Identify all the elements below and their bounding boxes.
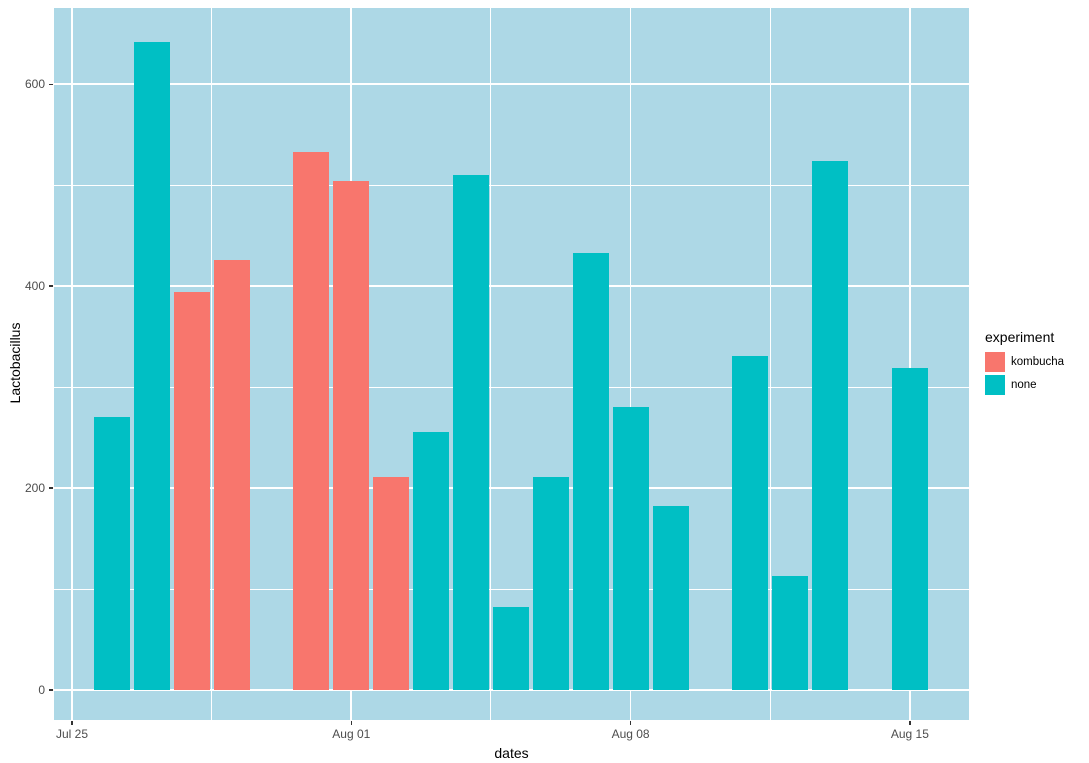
legend-swatch-kombucha	[985, 352, 1005, 372]
bar-aug01	[333, 181, 370, 690]
legend-label: none	[1011, 379, 1037, 391]
gridline-major-v	[71, 8, 73, 720]
bar-aug06	[532, 477, 569, 690]
x-tick-label: Aug 01	[332, 727, 371, 741]
x-tick-mark	[629, 721, 632, 725]
gridline-minor-h	[54, 386, 969, 388]
bar-aug15	[891, 368, 928, 690]
bar-aug13	[812, 161, 849, 690]
gridline-minor-h	[54, 184, 969, 186]
y-tick-mark	[49, 285, 53, 287]
bar-jul31	[293, 151, 330, 690]
gridline-major-v	[909, 8, 911, 720]
legend-entries: kombucha none	[985, 352, 1064, 395]
x-axis-title: dates	[494, 745, 529, 761]
gridline-minor-v	[490, 8, 492, 720]
y-tick-mark	[49, 487, 53, 489]
y-tick-mark	[49, 689, 53, 691]
legend-swatch-none	[985, 375, 1005, 395]
legend-label: kombucha	[1011, 356, 1065, 368]
gridline-major-h	[54, 487, 969, 489]
x-tick-mark	[909, 721, 911, 725]
legend-title: experiment	[985, 329, 1055, 345]
bar-aug08	[612, 407, 649, 690]
bar-aug04	[453, 175, 489, 690]
legend-entry: kombucha	[985, 352, 1064, 372]
bar-aug11	[732, 355, 769, 690]
x-tick-label: Jul 25	[55, 727, 89, 741]
gridline-minor-h	[54, 588, 969, 590]
bar-aug02	[373, 477, 410, 690]
y-tick-label: 400	[24, 279, 45, 294]
y-tick-label: 600	[24, 77, 45, 92]
gridline-major-v	[629, 8, 632, 720]
bar-jul27	[133, 41, 170, 690]
bar-aug12	[772, 575, 809, 690]
bar-aug05	[492, 607, 529, 690]
bar-jul28	[173, 292, 210, 690]
legend-entry: none	[985, 375, 1064, 395]
y-tick-mark	[49, 83, 53, 85]
x-tick-label: Aug 15	[890, 727, 929, 741]
gridline-major-h	[54, 83, 969, 86]
bar-aug07	[572, 252, 609, 690]
bar-jul26	[93, 417, 130, 690]
gridline-minor-v	[769, 8, 771, 720]
bar-jul29	[213, 260, 250, 690]
y-tick-label: 200	[24, 481, 45, 496]
plot-panel	[54, 8, 969, 720]
x-tick-mark	[71, 721, 73, 725]
y-axis-title: Lactobacillus	[7, 322, 23, 404]
bar-aug09	[652, 506, 689, 690]
legend: experiment kombucha none	[985, 329, 1064, 398]
gridline-major-h	[54, 285, 969, 287]
x-tick-label: Aug 08	[611, 727, 650, 741]
gridline-minor-v	[211, 8, 213, 720]
x-tick-mark	[350, 721, 353, 725]
y-tick-label: 0	[38, 683, 45, 697]
bar-aug03	[413, 431, 450, 690]
